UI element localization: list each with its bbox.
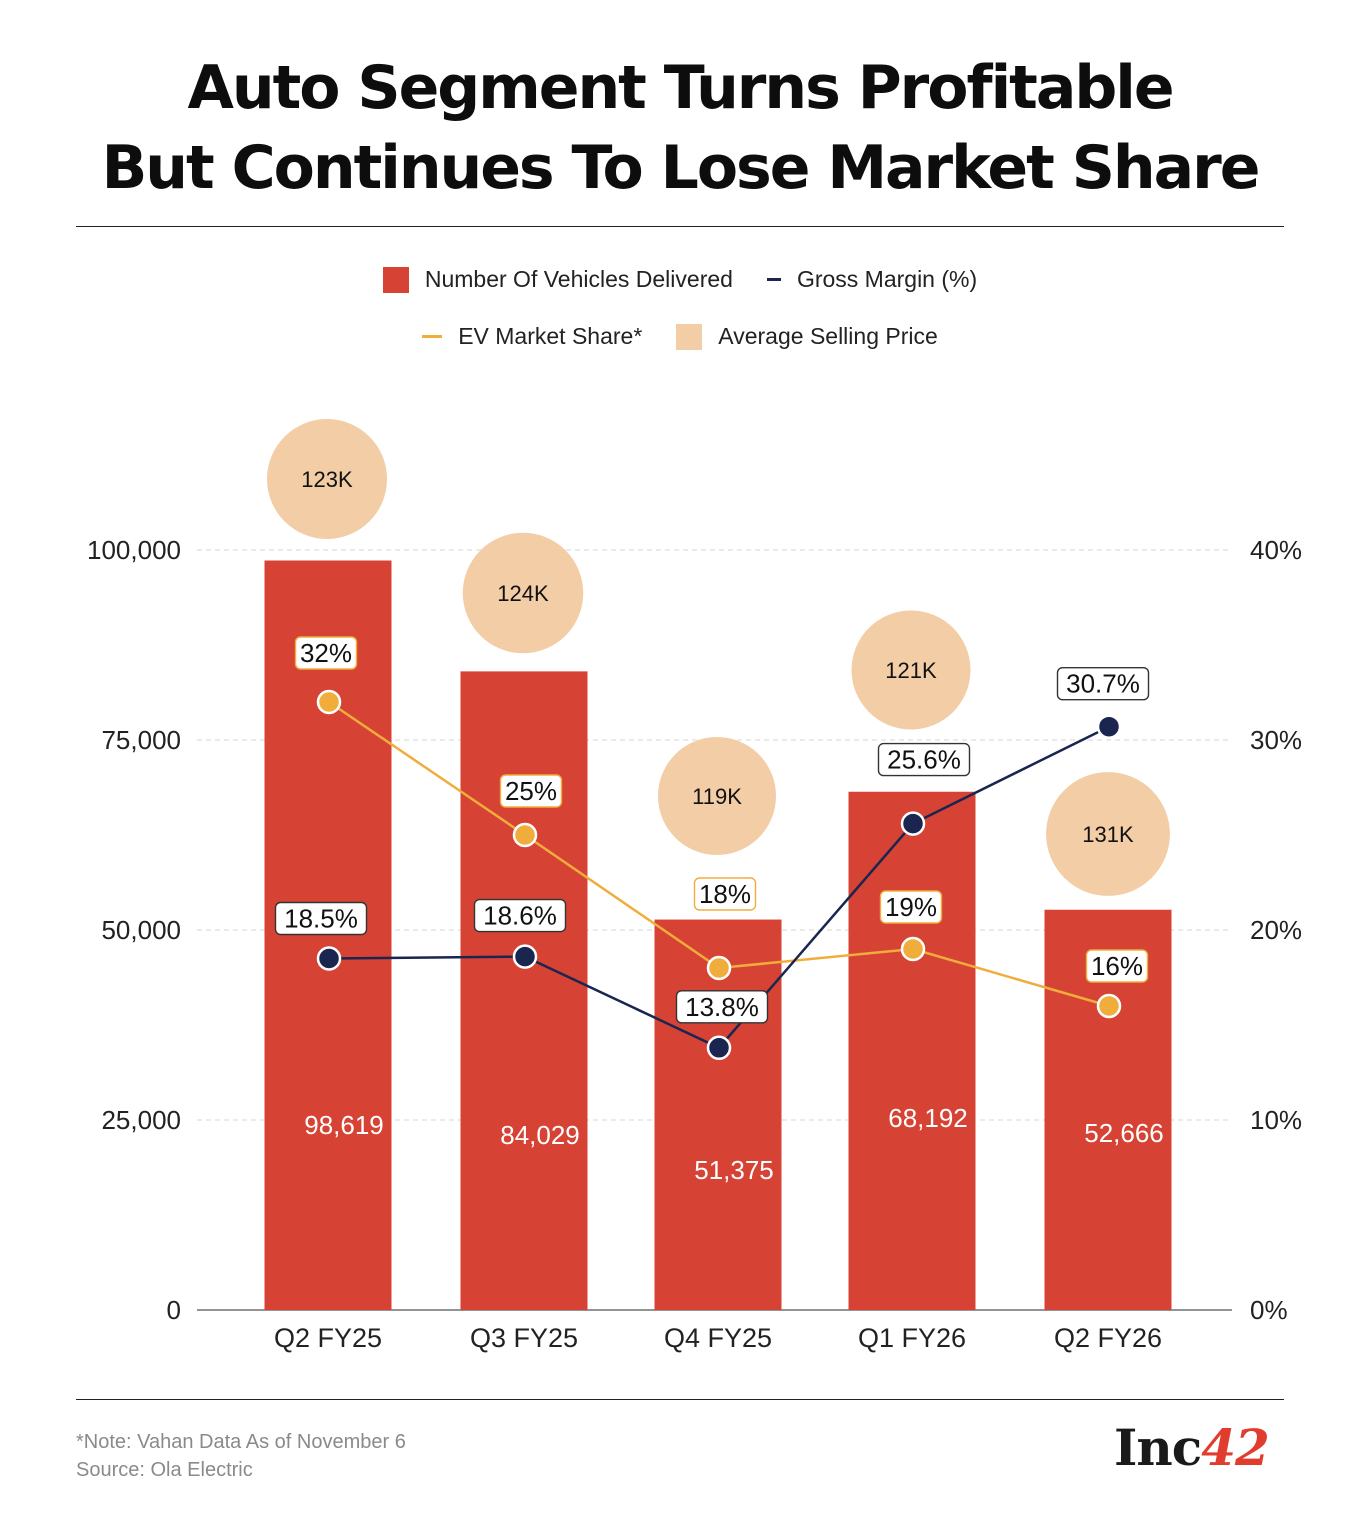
- legend-swatch-ev-share: [422, 335, 443, 338]
- gross-margin-label-box: [675, 990, 769, 1024]
- vehicles-bar-label: 84,029: [500, 1120, 580, 1150]
- vehicles-bar: [460, 671, 588, 1310]
- gross-margin-label: 18.5%: [284, 904, 358, 934]
- legend-item-ev-share: EV Market Share*: [422, 323, 642, 350]
- x-axis-tick-label: Q3 FY25: [470, 1323, 578, 1353]
- vehicles-bar: [264, 560, 392, 1310]
- legend-label-ev-share: EV Market Share*: [458, 323, 643, 349]
- gross-margin-point: [1096, 714, 1122, 739]
- x-axis-tick-label: Q4 FY25: [664, 1323, 772, 1353]
- ev-share-label-box: [294, 636, 358, 670]
- vehicles-bar: [848, 791, 976, 1310]
- asp-bubble: [267, 419, 387, 539]
- vehicles-bar-label: 68,192: [888, 1103, 968, 1133]
- brand-logo: Inc42: [1114, 1418, 1270, 1477]
- vehicles-bar-label: 51,375: [694, 1155, 774, 1185]
- asp-bubble-label: 121K: [885, 658, 937, 683]
- title-line-2: But Continues To Lose Market Share: [101, 133, 1261, 203]
- brand-number: 42: [1201, 1418, 1270, 1477]
- legend-swatch-asp: [676, 323, 703, 350]
- right-axis-tick-label: 30%: [1250, 725, 1302, 755]
- left-axis-tick-label: 75,000: [101, 725, 181, 755]
- left-axis-tick-label: 100,000: [87, 535, 181, 565]
- ev-share-label: 16%: [1091, 951, 1143, 981]
- footnote-note: *Note: Vahan Data As of November 6: [76, 1431, 406, 1453]
- gross-margin-label-box: [274, 901, 368, 936]
- asp-bubble-label: 119K: [692, 784, 742, 809]
- legend-row-2: EV Market Share* Average Selling Price: [0, 323, 1360, 350]
- asp-bubble: [851, 610, 971, 730]
- ev-share-label: 19%: [885, 892, 937, 922]
- vehicles-bar: [654, 919, 782, 1310]
- right-axis-tick-label: 40%: [1250, 535, 1302, 565]
- gross-margin-label-box: [1056, 667, 1150, 701]
- legend-item-gross-margin: Gross Margin (%): [766, 266, 978, 293]
- legend-item-asp: Average Selling Price: [676, 323, 938, 350]
- left-axis-tick-label: 50,000: [101, 915, 181, 945]
- x-axis-tick-label: Q2 FY25: [274, 1323, 382, 1353]
- legend-label-asp: Average Selling Price: [718, 323, 938, 349]
- asp-bubble: [462, 532, 584, 654]
- legend-swatch-vehicles: [382, 266, 409, 293]
- combo-chart: 0 25,000 50,000 75,000 100,000 0% 10% 20% 30% 40%…: [87, 419, 1302, 1353]
- legend-swatch-gross-margin: [766, 278, 781, 281]
- ev-share-label: 25%: [505, 776, 557, 806]
- ev-share-point: [316, 689, 342, 715]
- chart-title: Auto Segment Turns Profitable But Contin…: [0, 48, 1360, 208]
- left-axis-tick-label: 0: [167, 1295, 181, 1325]
- top-divider: [76, 226, 1284, 227]
- gross-margin-label-box: [877, 742, 971, 777]
- gross-margin-label: 30.7%: [1066, 669, 1140, 699]
- gross-margin-label: 13.8%: [685, 992, 759, 1022]
- gross-margin-point: [316, 946, 342, 971]
- footnote-source: Source: Ola Electric: [76, 1459, 253, 1481]
- vehicles-bar-label: 52,666: [1084, 1118, 1164, 1148]
- x-axis-tick-label: Q2 FY26: [1054, 1323, 1162, 1353]
- asp-bubble-label: 124K: [497, 581, 549, 606]
- ev-share-label-box: [1085, 949, 1149, 983]
- asp-bubble-label: 123K: [301, 467, 353, 492]
- asp-bubble: [1046, 772, 1170, 896]
- ev-share-point: [512, 822, 538, 848]
- ev-share-point: [706, 955, 732, 981]
- right-axis-tick-label: 10%: [1250, 1105, 1302, 1135]
- bottom-divider: [76, 1399, 1284, 1400]
- gross-margin-label: 18.6%: [483, 901, 557, 931]
- gross-margin-label-box: [473, 898, 567, 933]
- ev-share-label: 32%: [300, 638, 352, 668]
- brand-text: Inc: [1114, 1418, 1202, 1477]
- ev-share-label: 18%: [699, 879, 751, 909]
- legend-label-vehicles: Number Of Vehicles Delivered: [424, 266, 733, 292]
- ev-share-label-box: [499, 774, 563, 808]
- right-axis-tick-label: 0%: [1250, 1295, 1288, 1325]
- footnote: *Note: Vahan Data As of November 6 Sourc…: [76, 1428, 406, 1484]
- right-axis-tick-label: 20%: [1250, 915, 1302, 945]
- gross-margin-point: [706, 1035, 732, 1061]
- legend-row-1: Number Of Vehicles Delivered Gross Margi…: [0, 266, 1360, 293]
- legend-item-vehicles: Number Of Vehicles Delivered: [382, 266, 733, 293]
- vehicles-bar-label: 98,619: [304, 1110, 384, 1140]
- asp-bubble: [657, 736, 777, 856]
- ev-share-label-box: [879, 890, 943, 924]
- ev-share-label-box: [693, 877, 757, 911]
- ev-share-point: [1096, 993, 1122, 1019]
- legend-label-gross-margin: Gross Margin (%): [796, 266, 978, 292]
- gross-margin-point: [900, 811, 926, 836]
- asp-bubble-label: 131K: [1082, 822, 1134, 847]
- gross-margin-point: [512, 944, 538, 969]
- title-line-1: Auto Segment Turns Profitable: [187, 53, 1174, 123]
- ev-share-point: [900, 936, 926, 962]
- x-axis-tick-label: Q1 FY26: [858, 1323, 966, 1353]
- left-axis-tick-label: 25,000: [101, 1105, 181, 1135]
- gross-margin-label: 25.6%: [887, 745, 961, 775]
